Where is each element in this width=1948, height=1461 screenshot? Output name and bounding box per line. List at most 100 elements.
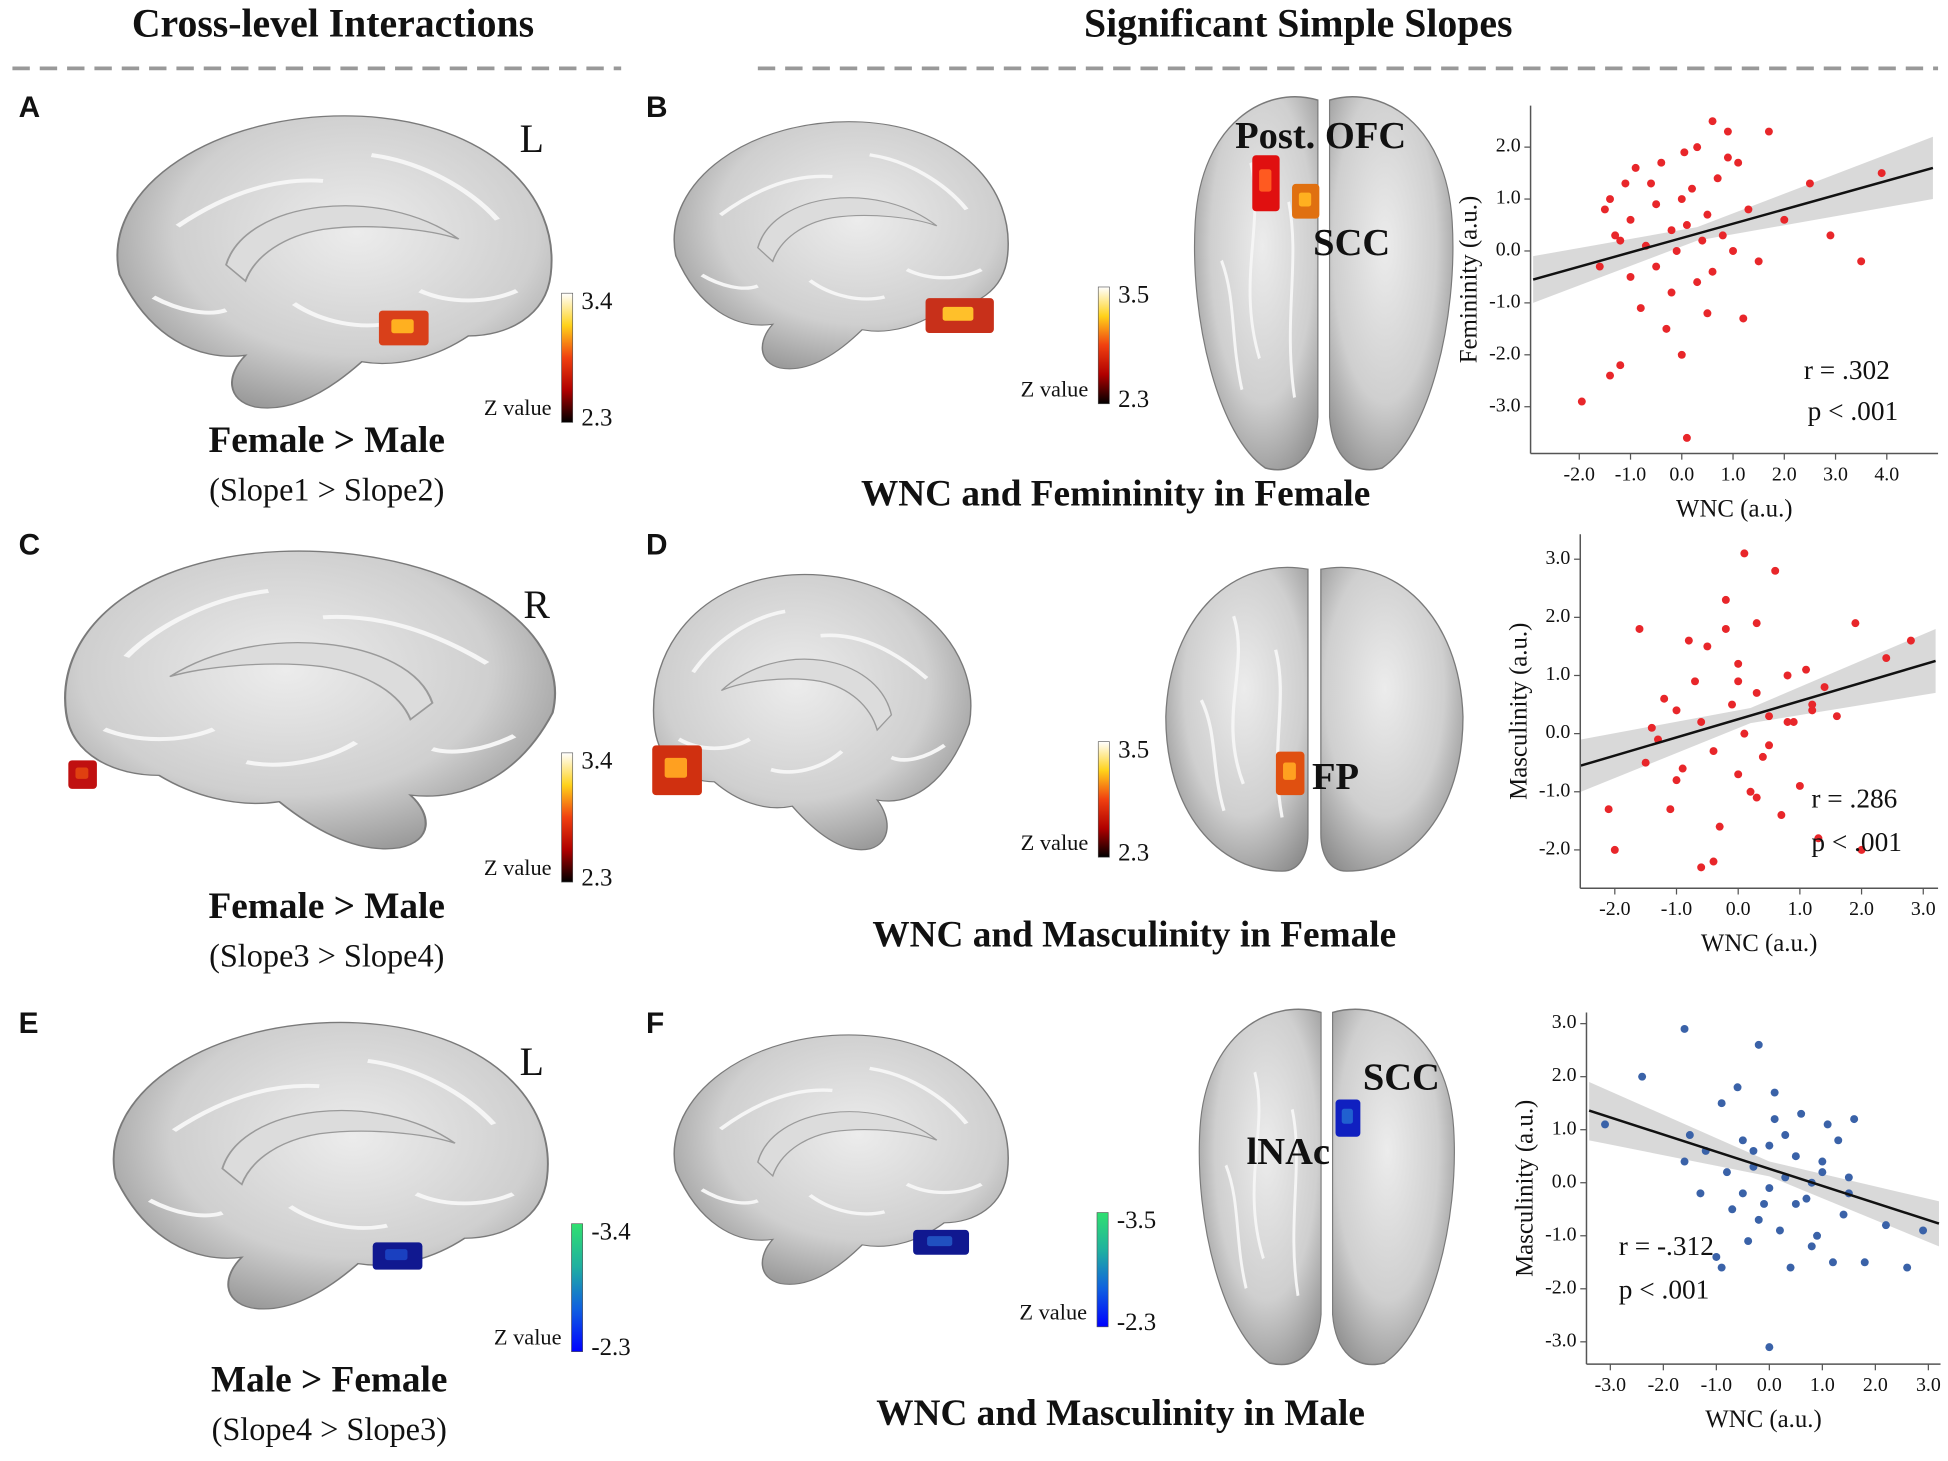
point	[1789, 718, 1798, 726]
sulcus	[102, 727, 216, 742]
point	[1744, 205, 1753, 214]
point	[1636, 304, 1645, 313]
sulcus	[322, 614, 490, 665]
region-label: Post. OFC	[1235, 115, 1406, 157]
y-tick-label: -2.0	[1539, 837, 1571, 859]
x-tick-label: 4.0	[1874, 463, 1899, 485]
corpus-callosum	[225, 205, 460, 283]
x-tick-label: 0.0	[1726, 898, 1751, 920]
colorbar-tick: -2.3	[591, 1334, 630, 1361]
point	[1691, 677, 1699, 686]
point	[1684, 636, 1693, 645]
caption: WNC and Femininity in Female	[861, 473, 1370, 514]
sulcus	[808, 1194, 886, 1216]
colorbar-label: Z value	[1019, 1300, 1087, 1325]
hemisphere-label: R	[523, 583, 550, 627]
brain-medial	[116, 115, 553, 409]
stat-annotation: r = -.312	[1619, 1231, 1714, 1261]
point	[1647, 723, 1656, 732]
y-tick-label: -2.0	[1545, 1276, 1577, 1298]
point	[1903, 1263, 1912, 1272]
point	[1652, 200, 1661, 209]
point	[1680, 148, 1689, 157]
point	[1626, 272, 1635, 281]
point	[1595, 262, 1604, 271]
colorbar	[561, 292, 574, 423]
point	[1696, 1189, 1705, 1198]
sulcus	[700, 273, 759, 290]
colorbar-tick: 3.5	[1118, 282, 1149, 309]
panel-letter: D	[646, 529, 668, 562]
colorbar	[561, 752, 574, 883]
fit-line	[1532, 166, 1934, 281]
point	[1734, 659, 1743, 668]
y-tick-label: 1.0	[1545, 663, 1570, 685]
corpus-callosum	[221, 1109, 456, 1186]
colorbar-tick: -3.4	[591, 1218, 631, 1245]
x-tick-label: 2.0	[1772, 463, 1797, 485]
point	[1857, 845, 1866, 854]
point	[1807, 1242, 1816, 1251]
point	[1718, 231, 1727, 240]
point	[1851, 619, 1860, 628]
sulcus	[414, 1192, 515, 1206]
y-tick-label: -1.0	[1545, 1223, 1577, 1245]
point	[1808, 700, 1817, 709]
point	[1752, 619, 1761, 628]
y-tick-label: -1.0	[1539, 779, 1571, 801]
y-axis-label: Femininity (a.u.)	[1456, 196, 1483, 364]
activation	[664, 757, 688, 778]
point	[1662, 324, 1671, 333]
point	[1740, 729, 1749, 738]
activation	[942, 306, 974, 321]
point	[1638, 1072, 1647, 1081]
x-tick-label: 2.0	[1849, 898, 1874, 920]
point	[1765, 1141, 1774, 1150]
point	[1647, 179, 1655, 188]
point	[1823, 1120, 1832, 1129]
point	[1770, 1088, 1779, 1097]
x-axis-label: WNC (a.u.)	[1705, 1406, 1822, 1433]
sulcus	[175, 178, 324, 228]
point	[1834, 1136, 1843, 1145]
caption: WNC and Masculinity in Male	[876, 1393, 1365, 1434]
colorbar-label: Z value	[484, 855, 552, 880]
colorbar-label: Z value	[484, 395, 552, 420]
y-tick-label: -3.0	[1489, 394, 1521, 416]
colorbar-tick: 2.3	[1118, 839, 1149, 866]
x-axis-label: WNC (a.u.)	[1676, 495, 1793, 522]
point	[1738, 1189, 1747, 1198]
brain-surface	[673, 1034, 1009, 1285]
point	[1703, 642, 1712, 651]
point	[1680, 1157, 1689, 1166]
point	[1604, 805, 1613, 814]
y-tick-label: -3.0	[1545, 1329, 1577, 1351]
point	[1672, 706, 1681, 715]
point	[1850, 1115, 1859, 1124]
colorbar-tick: -3.5	[1117, 1207, 1156, 1234]
activation	[1341, 1108, 1353, 1124]
x-tick-label: 0.0	[1757, 1374, 1782, 1396]
y-tick-label: 1.0	[1552, 1117, 1577, 1139]
point	[1667, 288, 1676, 297]
fit-line	[1580, 659, 1936, 767]
point	[1626, 215, 1635, 224]
point	[1577, 397, 1586, 406]
panel-letter: B	[646, 91, 668, 124]
y-axis-label: Masculinity (a.u.)	[1512, 1100, 1539, 1277]
x-tick-label: -1.0	[1701, 1374, 1733, 1396]
colorbar-tick: 2.3	[1118, 386, 1149, 413]
point	[1721, 625, 1730, 633]
point	[1765, 712, 1774, 721]
x-tick-label: -3.0	[1595, 1374, 1627, 1396]
point	[1611, 231, 1620, 240]
point	[1783, 718, 1792, 726]
point	[1677, 350, 1686, 359]
colorbar-label: Z value	[1021, 376, 1089, 401]
fit-line	[1588, 1109, 1940, 1225]
point	[1780, 215, 1789, 224]
point	[1797, 1109, 1806, 1118]
y-tick-label: 2.0	[1545, 605, 1570, 627]
region-label: SCC	[1363, 1057, 1440, 1099]
